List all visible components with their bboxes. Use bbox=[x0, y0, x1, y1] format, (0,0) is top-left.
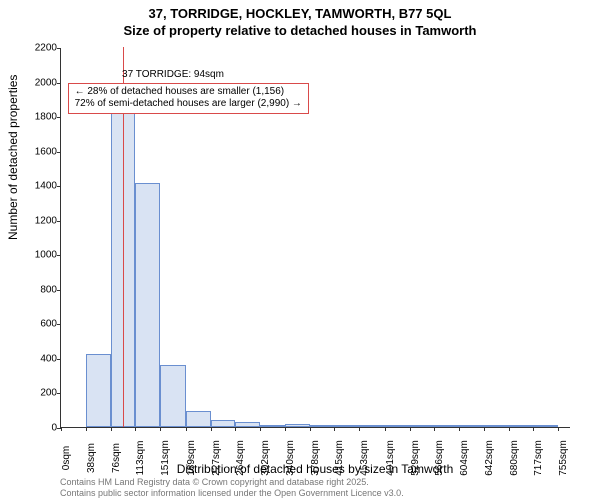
x-tick-mark bbox=[334, 427, 335, 431]
y-tick-mark bbox=[57, 290, 61, 291]
y-tick-mark bbox=[57, 117, 61, 118]
histogram-bar bbox=[86, 354, 111, 427]
histogram-bar bbox=[135, 183, 160, 427]
x-tick-mark bbox=[310, 427, 311, 431]
x-axis-label: Distribution of detached houses by size … bbox=[60, 462, 570, 476]
y-tick-label: 1200 bbox=[21, 215, 57, 226]
histogram-bar bbox=[410, 425, 434, 427]
title-line-1: 37, TORRIDGE, HOCKLEY, TAMWORTH, B77 5QL bbox=[0, 6, 600, 23]
y-tick-mark bbox=[57, 255, 61, 256]
property-size-label: 37 TORRIDGE: 94sqm bbox=[122, 69, 224, 80]
histogram-bar bbox=[533, 425, 558, 427]
y-tick-label: 600 bbox=[21, 319, 57, 330]
comparison-annotation-box: ← 28% of detached houses are smaller (1,… bbox=[68, 83, 309, 114]
histogram-bar bbox=[310, 425, 334, 427]
x-tick-mark bbox=[434, 427, 435, 431]
histogram-bar bbox=[235, 422, 260, 427]
histogram-bar bbox=[260, 425, 285, 427]
histogram-bar bbox=[211, 420, 235, 427]
x-tick-mark bbox=[211, 427, 212, 431]
y-tick-label: 1000 bbox=[21, 250, 57, 261]
y-tick-label: 1800 bbox=[21, 112, 57, 123]
histogram-bar bbox=[334, 425, 359, 427]
y-tick-mark bbox=[57, 48, 61, 49]
x-tick-mark bbox=[484, 427, 485, 431]
x-tick-mark bbox=[533, 427, 534, 431]
y-tick-mark bbox=[57, 83, 61, 84]
x-tick-mark bbox=[509, 427, 510, 431]
x-tick-mark bbox=[459, 427, 460, 431]
y-tick-label: 1600 bbox=[21, 146, 57, 157]
histogram-bar bbox=[509, 425, 533, 427]
histogram-bar bbox=[186, 411, 211, 427]
histogram-bar bbox=[484, 425, 509, 427]
x-tick-mark bbox=[186, 427, 187, 431]
y-tick-mark bbox=[57, 152, 61, 153]
footer-line-2: Contains public sector information licen… bbox=[60, 488, 404, 498]
x-tick-mark bbox=[385, 427, 386, 431]
y-tick-label: 800 bbox=[21, 284, 57, 295]
annotation-larger-line: 72% of semi-detached houses are larger (… bbox=[75, 98, 302, 111]
x-tick-mark bbox=[111, 427, 112, 431]
histogram-bar bbox=[434, 425, 459, 427]
x-tick-mark bbox=[61, 427, 62, 431]
histogram-bar bbox=[359, 425, 384, 427]
y-tick-label: 2000 bbox=[21, 77, 57, 88]
y-tick-mark bbox=[57, 393, 61, 394]
histogram-bar bbox=[160, 365, 185, 427]
y-tick-label: 200 bbox=[21, 388, 57, 399]
x-tick-mark bbox=[135, 427, 136, 431]
histogram-bar bbox=[459, 425, 484, 427]
plot-region: 0200400600800100012001400160018002000220… bbox=[60, 48, 570, 428]
x-tick-mark bbox=[235, 427, 236, 431]
x-tick-mark bbox=[160, 427, 161, 431]
x-tick-mark bbox=[260, 427, 261, 431]
y-tick-label: 400 bbox=[21, 353, 57, 364]
x-tick-mark bbox=[285, 427, 286, 431]
title-line-2: Size of property relative to detached ho… bbox=[0, 23, 600, 40]
y-tick-mark bbox=[57, 186, 61, 187]
y-tick-mark bbox=[57, 324, 61, 325]
y-axis-label: Number of detached properties bbox=[6, 75, 20, 240]
chart-area: 0200400600800100012001400160018002000220… bbox=[60, 48, 570, 428]
x-tick-mark bbox=[410, 427, 411, 431]
chart-title: 37, TORRIDGE, HOCKLEY, TAMWORTH, B77 5QL… bbox=[0, 0, 600, 40]
y-tick-label: 2200 bbox=[21, 43, 57, 54]
y-tick-mark bbox=[57, 221, 61, 222]
y-tick-mark bbox=[57, 359, 61, 360]
footer-line-1: Contains HM Land Registry data © Crown c… bbox=[60, 477, 404, 487]
attribution-footer: Contains HM Land Registry data © Crown c… bbox=[60, 477, 404, 498]
histogram-bar bbox=[285, 424, 310, 427]
histogram-bar bbox=[385, 425, 410, 427]
y-tick-label: 1400 bbox=[21, 181, 57, 192]
x-tick-mark bbox=[359, 427, 360, 431]
x-tick-mark bbox=[558, 427, 559, 431]
x-tick-mark bbox=[86, 427, 87, 431]
y-tick-label: 0 bbox=[21, 423, 57, 434]
annotation-smaller-line: ← 28% of detached houses are smaller (1,… bbox=[75, 86, 302, 99]
